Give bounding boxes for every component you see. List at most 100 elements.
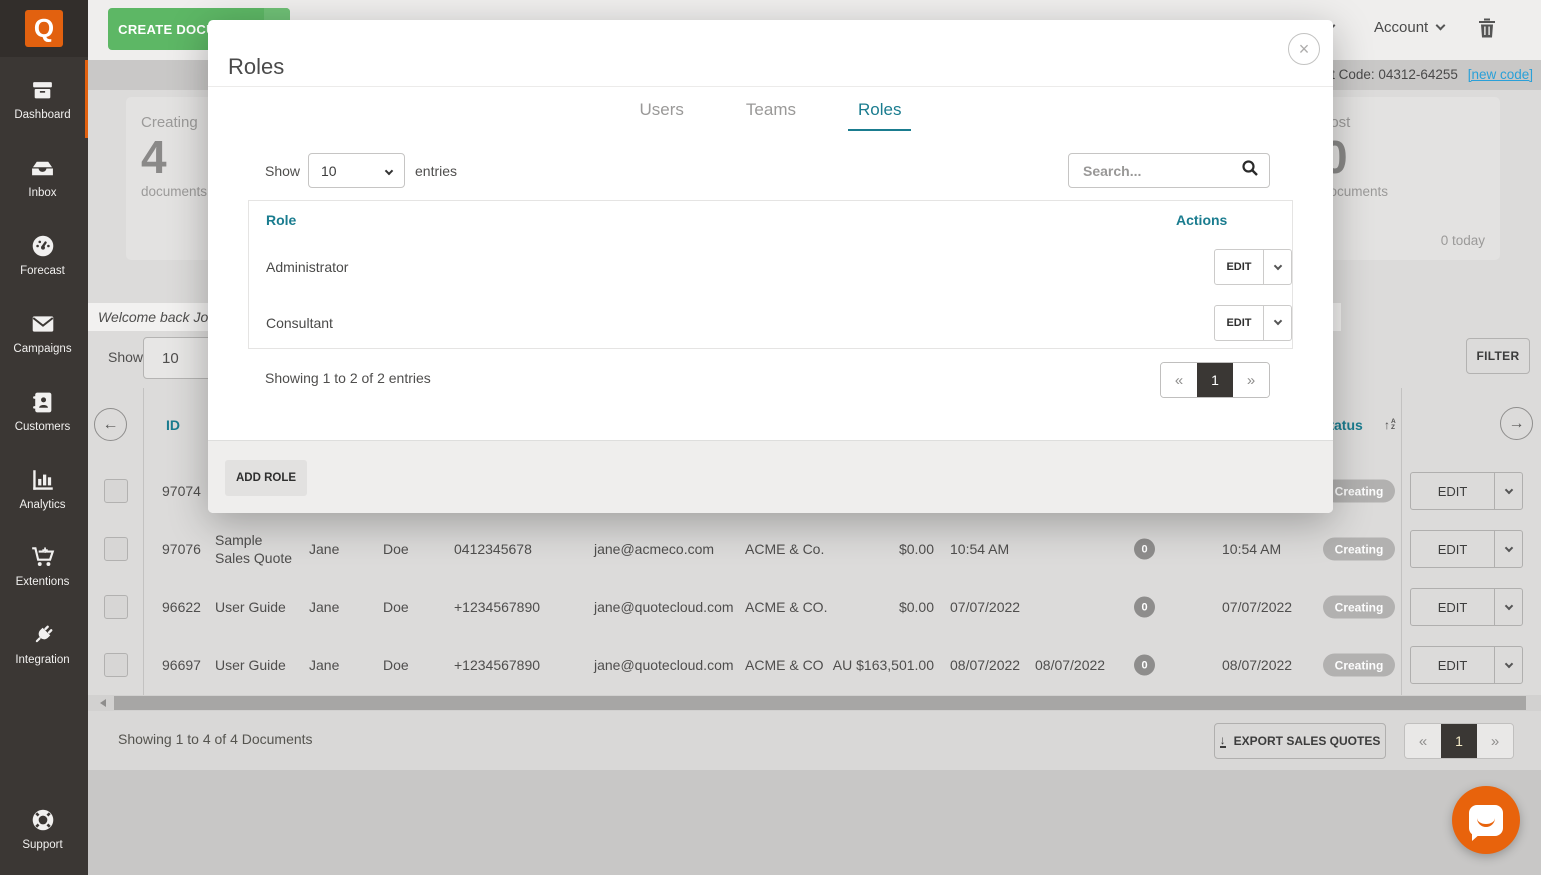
scrollbar-left-arrow[interactable]	[100, 699, 106, 707]
email: jane@quotecloud.com	[594, 657, 734, 673]
doc-id: 97074	[162, 483, 201, 499]
page-size-value: 10	[162, 349, 179, 367]
first-name: Jane	[309, 657, 340, 673]
role-row: Consultant EDIT	[249, 295, 1292, 350]
tab-teams[interactable]: Teams	[745, 100, 796, 119]
prev-page-button[interactable]: «	[1161, 363, 1197, 397]
phone: +1234567890	[454, 657, 541, 673]
sidebar-item-integration[interactable]: Integration	[0, 605, 85, 683]
chevron-down-icon	[1504, 543, 1513, 552]
row-checkbox[interactable]	[104, 537, 128, 561]
edit-button-group: EDIT	[1410, 530, 1523, 568]
sidebar-item-dashboard[interactable]: Dashboard	[0, 60, 85, 138]
scrollbar-thumb[interactable]	[114, 696, 1526, 710]
sidebar-item-label: Dashboard	[14, 108, 71, 121]
phone: 0412345678	[454, 541, 532, 557]
column-divider	[1401, 388, 1402, 695]
edit-button-group: EDIT	[1214, 304, 1292, 341]
trash-icon[interactable]	[1477, 17, 1497, 44]
scroll-columns-left-button[interactable]: ←	[94, 408, 127, 441]
views-badge: 0	[1134, 538, 1155, 560]
chevron-down-icon	[1435, 20, 1446, 31]
stat-card-lost: Lost 0 documents 0 today	[1307, 97, 1500, 260]
app-logo[interactable]: Q	[25, 10, 63, 47]
sidebar-item-customers[interactable]: Customers	[0, 372, 85, 450]
views-badge: 0	[1134, 654, 1155, 676]
modal-title: Roles	[228, 54, 285, 79]
role-column-header: Role	[266, 212, 297, 228]
documents-footer	[88, 711, 1541, 770]
role-name: Administrator	[266, 259, 349, 275]
edit-button[interactable]: EDIT	[1437, 599, 1468, 615]
table-row: 96622 User Guide Jane Doe +1234567890 ja…	[88, 578, 1541, 636]
first-name: Jane	[309, 541, 340, 557]
edit-dropdown-button[interactable]	[1494, 473, 1522, 509]
roles-summary: Showing 1 to 2 of 2 entries	[265, 370, 431, 386]
inbox-icon	[30, 156, 55, 181]
tab-users[interactable]: Users	[639, 100, 684, 119]
edit-dropdown-button[interactable]	[1494, 647, 1522, 683]
next-page-button[interactable]: »	[1233, 363, 1269, 397]
roles-table: Role Actions Administrator EDIT Consulta…	[248, 200, 1293, 349]
stat-value: 4	[141, 131, 167, 183]
close-icon[interactable]: ×	[1288, 33, 1320, 65]
edit-button[interactable]: EDIT	[1437, 657, 1468, 673]
filter-button[interactable]: FILTER	[1466, 338, 1530, 374]
edit-dropdown-button[interactable]	[1263, 305, 1291, 340]
prev-page-button[interactable]: «	[1405, 724, 1441, 758]
export-sales-quotes-button[interactable]: ↓ EXPORT SALES QUOTES	[1214, 723, 1386, 759]
current-page[interactable]: 1	[1197, 363, 1233, 397]
email: jane@acmeco.com	[594, 541, 715, 557]
edit-button[interactable]: EDIT	[1226, 261, 1252, 273]
account-menu[interactable]: Account	[1374, 19, 1446, 36]
chevron-down-icon	[1273, 316, 1282, 326]
edit-button[interactable]: EDIT	[1226, 316, 1252, 329]
entries-select[interactable]: 10	[308, 153, 405, 188]
edit-dropdown-button[interactable]	[1494, 589, 1522, 625]
edit-button-group: EDIT	[1214, 249, 1292, 285]
role-row: Administrator EDIT	[249, 239, 1292, 295]
date-updated: 10:54 AM	[1222, 541, 1282, 557]
edit-button-group: EDIT	[1410, 472, 1523, 510]
sidebar-item-inbox[interactable]: Inbox	[0, 138, 85, 216]
row-checkbox[interactable]	[104, 595, 128, 619]
sidebar-item-label: Forecast	[20, 265, 65, 277]
next-page-button[interactable]: »	[1477, 724, 1513, 758]
search-icon[interactable]	[1241, 159, 1259, 182]
edit-dropdown-button[interactable]	[1494, 531, 1522, 567]
sidebar-item-support[interactable]: Support	[0, 790, 85, 868]
add-role-button[interactable]: ADD ROLE	[225, 460, 307, 496]
edit-button[interactable]: EDIT	[1437, 483, 1468, 499]
edit-button[interactable]: EDIT	[1437, 541, 1468, 557]
row-checkbox[interactable]	[104, 479, 128, 503]
sidebar-item-campaigns[interactable]: Campaigns	[0, 294, 85, 372]
sidebar-item-extentions[interactable]: Extentions	[0, 527, 85, 605]
scroll-columns-right-button[interactable]: →	[1500, 407, 1533, 440]
amount: $0.00	[898, 541, 934, 557]
sidebar-item-analytics[interactable]: Analytics	[0, 450, 85, 528]
actions-column-header: Actions	[1176, 212, 1228, 228]
search-input[interactable]	[1083, 162, 1241, 179]
sort-az-icon[interactable]: ↑ A Z	[1384, 417, 1396, 432]
edit-dropdown-button[interactable]	[1263, 250, 1291, 284]
row-checkbox[interactable]	[104, 653, 128, 677]
doc-title: User Guide	[215, 656, 286, 673]
chevron-down-icon	[1273, 261, 1282, 270]
roles-pagination: « 1 »	[1160, 362, 1270, 398]
sidebar-item-label: Inbox	[28, 186, 57, 199]
support-chat-button[interactable]	[1452, 786, 1520, 854]
account-label: Account	[1374, 19, 1429, 36]
sidebar-item-forecast[interactable]: Forecast	[0, 216, 85, 294]
current-page[interactable]: 1	[1441, 724, 1477, 758]
modal-tabs: Users Teams Roles	[208, 100, 1333, 131]
status-badge: Creating	[1323, 479, 1395, 503]
id-column-header[interactable]: ID	[166, 417, 180, 433]
new-code-link[interactable]: [new code]	[1467, 67, 1533, 82]
doc-title: Sample Sales Quote	[215, 531, 293, 566]
table-row: 96697 User Guide Jane Doe +1234567890 ja…	[88, 636, 1541, 694]
tab-roles[interactable]: Roles	[848, 100, 912, 131]
divider	[208, 86, 1333, 87]
chevron-down-icon	[1504, 659, 1513, 668]
role-name: Consultant	[266, 314, 333, 331]
phone: +1234567890	[454, 599, 541, 615]
